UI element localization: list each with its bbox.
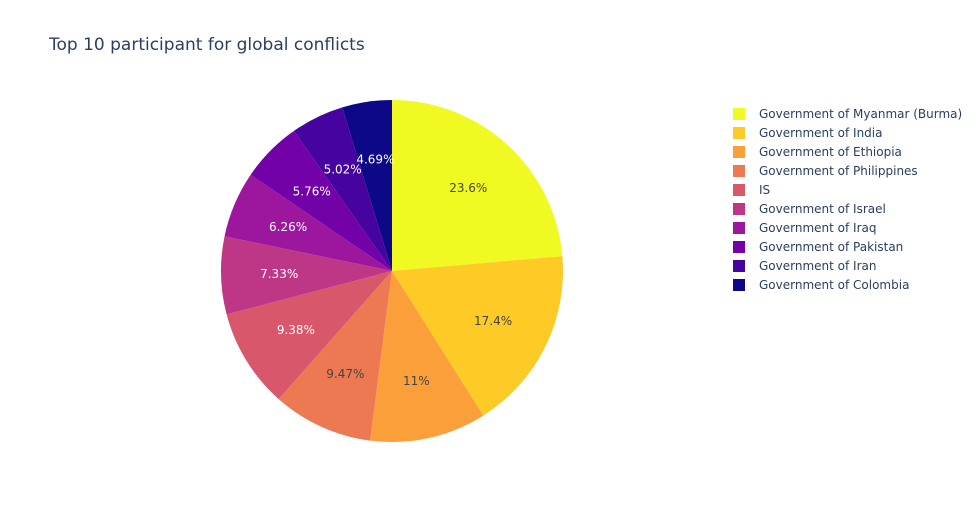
legend-swatch [733, 203, 745, 215]
slice-percent-label: 5.02% [324, 163, 362, 177]
pie-slice-government-of-india[interactable] [392, 256, 563, 416]
pie-slice-labels: 23.6% 17.4% 11% 9.47% 9.38% 7.33% 6.26% 5.76% 5.… [260, 152, 512, 388]
legend-swatch [733, 260, 745, 272]
slice-percent-label: 6.26% [269, 220, 307, 234]
legend-label: Government of Iran [759, 259, 876, 273]
slice-percent-label: 9.38% [277, 323, 315, 337]
legend-label: Government of Iraq [759, 221, 876, 235]
slice-percent-label: 9.47% [326, 367, 364, 381]
legend-item-government-of-israel[interactable]: Government of Israel [733, 202, 886, 216]
legend-item-government-of-iran[interactable]: Government of Iran [733, 259, 876, 273]
pie-slice-government-of-colombia[interactable] [342, 100, 392, 271]
legend-item-government-of-india[interactable]: Government of India [733, 126, 882, 140]
legend-label: Government of Israel [759, 202, 886, 216]
pie-slice-government-of-iran[interactable] [293, 107, 392, 272]
legend-item-government-of-pakistan[interactable]: Government of Pakistan [733, 240, 903, 254]
slice-percent-label: 7.33% [260, 267, 298, 281]
legend: Government of Myanmar (Burma) Government … [733, 107, 962, 292]
pie-slice-is[interactable] [226, 271, 392, 400]
legend-label: IS [759, 183, 770, 197]
legend-item-government-of-philippines[interactable]: Government of Philippines [733, 164, 918, 178]
legend-item-government-of-ethiopia[interactable]: Government of Ethiopia [733, 145, 902, 159]
legend-swatch [733, 222, 745, 234]
pie-slice-government-of-pakistan[interactable] [250, 130, 392, 271]
legend-label: Government of Ethiopia [759, 145, 902, 159]
legend-swatch [733, 241, 745, 253]
pie-slice-government-of-ethiopia[interactable] [370, 271, 484, 442]
legend-item-is[interactable]: IS [733, 183, 770, 197]
slice-percent-label: 5.76% [293, 185, 331, 199]
chart-title: Top 10 participant for global conflicts [48, 35, 365, 55]
pie-slice-government-of-iraq[interactable] [224, 174, 392, 271]
legend-item-government-of-colombia[interactable]: Government of Colombia [733, 278, 909, 292]
legend-label: Government of India [759, 126, 882, 140]
legend-label: Government of Colombia [759, 278, 909, 292]
slice-percent-label: 4.69% [356, 152, 394, 166]
legend-swatch [733, 184, 745, 196]
slice-percent-label: 11% [403, 374, 430, 388]
legend-swatch [733, 165, 745, 177]
pie-slices [221, 100, 563, 442]
legend-swatch [733, 108, 745, 120]
legend-item-government-of-iraq[interactable]: Government of Iraq [733, 221, 876, 235]
pie-slice-government-of-myanmar-burma[interactable] [392, 100, 563, 271]
legend-label: Government of Philippines [759, 164, 918, 178]
legend-item-government-of-myanmar-burma[interactable]: Government of Myanmar (Burma) [733, 107, 962, 121]
slice-percent-label: 23.6% [449, 181, 487, 195]
pie-slice-government-of-israel[interactable] [221, 236, 392, 315]
legend-swatch [733, 146, 745, 158]
legend-swatch [733, 127, 745, 139]
legend-label: Government of Pakistan [759, 240, 903, 254]
pie-slice-government-of-philippines[interactable] [278, 271, 392, 441]
slice-percent-label: 17.4% [474, 314, 512, 328]
legend-label: Government of Myanmar (Burma) [759, 107, 962, 121]
legend-swatch [733, 279, 745, 291]
